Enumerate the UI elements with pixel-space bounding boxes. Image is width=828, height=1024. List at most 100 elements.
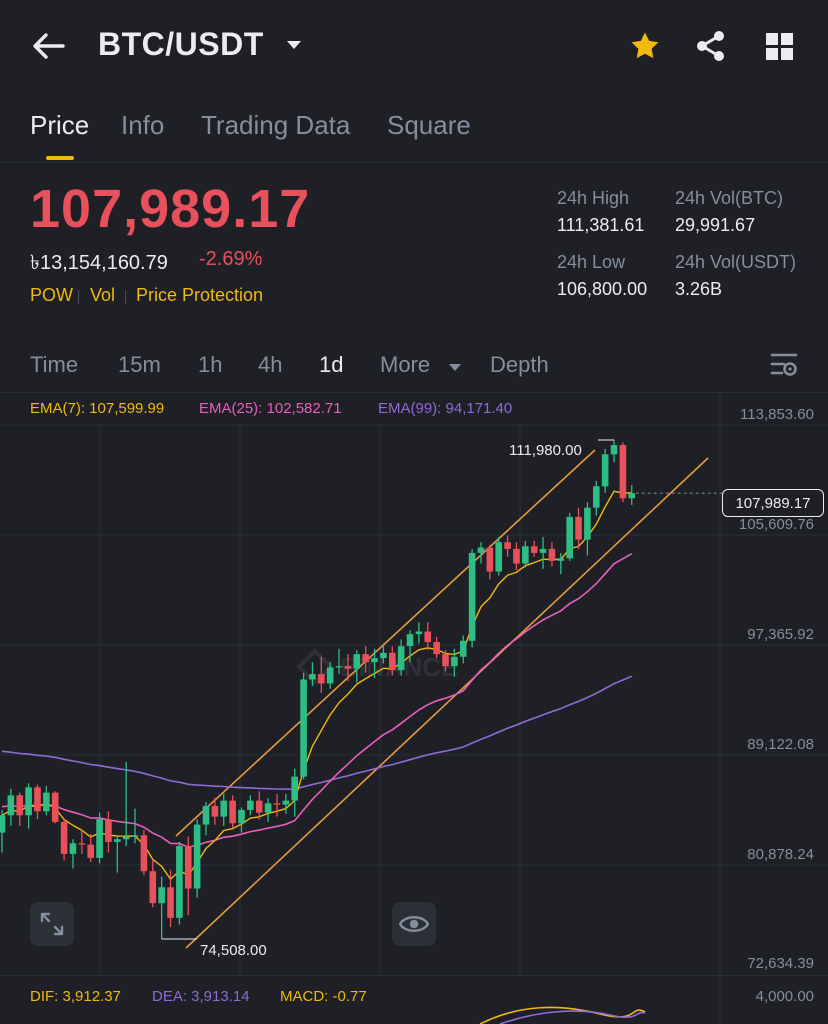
- tab-trading-data[interactable]: Trading Data: [201, 110, 351, 140]
- candle-body: [78, 843, 86, 845]
- candle-body: [291, 776, 299, 801]
- candle-body: [619, 445, 627, 499]
- pair-title[interactable]: BTC/USDT: [98, 26, 264, 62]
- grid-menu-icon[interactable]: [766, 33, 794, 66]
- candle-body: [255, 800, 263, 813]
- candle-body: [566, 516, 573, 559]
- tf-depth[interactable]: Depth: [490, 352, 549, 377]
- candle-body: [415, 631, 423, 635]
- ema99-line: [1, 675, 633, 791]
- tag-separator: [78, 290, 79, 304]
- candle-body: [371, 658, 378, 663]
- candle-body: [601, 454, 609, 487]
- candle-body: [424, 631, 432, 643]
- macd-dif-label: DIF: 3,912.37: [30, 988, 121, 1005]
- tag-pow[interactable]: POW: [30, 285, 73, 305]
- candle-body: [16, 795, 24, 816]
- price-change: -2.69%: [199, 248, 263, 270]
- candle-body: [557, 558, 565, 561]
- tag-vol[interactable]: Vol: [90, 285, 116, 305]
- candle-body: [247, 800, 254, 810]
- tf-1h[interactable]: 1h: [198, 352, 223, 377]
- candle-body: [140, 835, 148, 872]
- channel-lower: [185, 457, 709, 949]
- candle-body: [584, 507, 591, 540]
- candle-body: [7, 795, 15, 816]
- axis-label: 97,365.92: [747, 626, 814, 643]
- candle-body: [211, 805, 219, 817]
- toggle-visibility-button[interactable]: [392, 902, 436, 946]
- candle-body: [238, 809, 245, 824]
- candle-body: [468, 552, 476, 641]
- candle-body: [575, 516, 582, 540]
- last-price: 107,989.17: [30, 179, 311, 239]
- tab-info[interactable]: Info: [121, 110, 165, 140]
- divider: [0, 975, 828, 976]
- candle-body: [264, 803, 272, 813]
- candle-body: [96, 819, 103, 858]
- price-markers: [161, 439, 722, 940]
- candlestick-chart[interactable]: BINANCE: [0, 392, 828, 1024]
- candle-body: [362, 654, 369, 663]
- tf-1d[interactable]: 1d: [319, 352, 344, 377]
- fullscreen-button[interactable]: [30, 902, 74, 946]
- candle-body: [530, 546, 538, 553]
- candle-body: [513, 548, 520, 564]
- candle-body: [34, 787, 41, 812]
- stat-volusdt-label: 24h Vol(USDT): [675, 252, 797, 272]
- candle-body: [380, 652, 387, 659]
- back-arrow-icon: [33, 33, 65, 59]
- tf-4h[interactable]: 4h: [258, 352, 283, 377]
- candle-body: [592, 486, 600, 508]
- candle-body: [229, 800, 236, 824]
- active-tab-indicator: [46, 156, 74, 160]
- candle-body: [326, 667, 334, 684]
- share-icon[interactable]: [695, 30, 727, 67]
- back-button[interactable]: [30, 30, 66, 62]
- macd-dif-line: [479, 1006, 646, 1024]
- candle-body: [105, 819, 112, 842]
- stat-high-label: 24h High: [557, 188, 630, 208]
- divider: [0, 162, 828, 163]
- tf-more[interactable]: More: [380, 352, 431, 377]
- candle-body: [406, 634, 414, 647]
- candle-body: [459, 640, 467, 657]
- stat-volbtc-value: 29,991.67: [675, 215, 756, 235]
- candle-body: [60, 821, 68, 854]
- tf-time[interactable]: Time: [30, 352, 79, 377]
- chart-grid: [0, 392, 828, 1024]
- stat-low-label: 24h Low: [557, 252, 626, 272]
- candle-body: [353, 654, 361, 669]
- candle-body: [193, 824, 201, 889]
- pair-dropdown-icon[interactable]: [286, 38, 302, 56]
- candle-body: [282, 800, 290, 805]
- current-price-tag[interactable]: 107,989.17: [722, 489, 824, 517]
- stat-volusdt-value: 3.26B: [675, 279, 723, 299]
- tab-square[interactable]: Square: [387, 110, 471, 140]
- candle-body: [184, 845, 192, 889]
- axis-label: 113,853.60: [740, 406, 814, 423]
- ema7-label: EMA(7): 107,599.99: [30, 400, 165, 417]
- high-marker-label: 111,980.00: [509, 442, 582, 459]
- tab-price[interactable]: Price: [30, 110, 90, 140]
- candle-body: [451, 656, 458, 667]
- more-dropdown-icon[interactable]: [448, 360, 462, 378]
- candle-body: [344, 666, 352, 669]
- stat-volbtc-label: 24h Vol(BTC): [675, 188, 784, 208]
- candle-body: [69, 843, 77, 854]
- eye-icon: [399, 916, 429, 932]
- tag-price-protection[interactable]: Price Protection: [136, 285, 264, 305]
- stat-low-value: 106,800.00: [557, 279, 648, 299]
- candle-body: [273, 803, 281, 805]
- candle-body: [114, 839, 121, 842]
- macd-lines: [479, 1006, 646, 1024]
- expand-icon: [40, 912, 64, 936]
- chart-settings-icon[interactable]: [770, 352, 798, 383]
- tf-15m[interactable]: 15m: [118, 352, 161, 377]
- favorite-star-icon[interactable]: [629, 30, 661, 67]
- candle-body: [300, 679, 307, 777]
- ema99-label: EMA(99): 94,171.40: [378, 400, 513, 417]
- low-marker-label: 74,508.00: [200, 942, 267, 959]
- candle-body: [522, 546, 529, 564]
- ema25-label: EMA(25): 102,582.71: [199, 400, 342, 417]
